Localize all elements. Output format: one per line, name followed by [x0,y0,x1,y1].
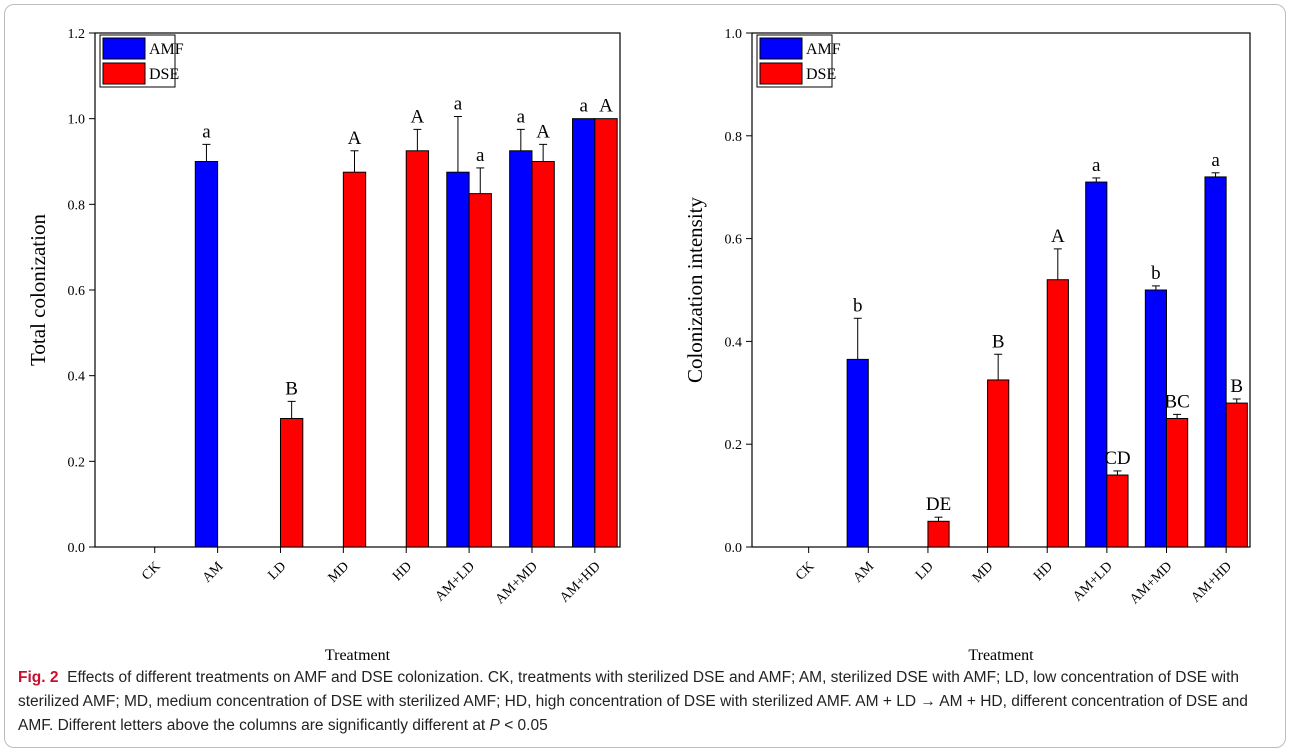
legend-swatch-dse [760,63,802,84]
x-tick-label: AM+HD [557,559,603,605]
bar-amf [510,151,532,547]
bar-dse [928,521,949,547]
significance-letter: b [1151,263,1161,284]
significance-letter: B [285,378,298,399]
y-tick-label: 1.0 [725,27,743,42]
x-tick-label: AM+MD [1127,559,1175,607]
significance-letter: B [1230,376,1243,397]
bar-dse [1107,475,1128,547]
caption-threshold: < 0.05 [500,717,548,734]
y-tick-label: 0.8 [68,198,86,213]
bar-dse [1167,419,1188,548]
bar-dse [343,172,365,547]
y-tick-label: 0.8 [725,130,743,145]
bar-amf [1205,177,1226,547]
x-axis-label: Treatment [325,647,391,660]
legend: AMF DSE [100,35,184,87]
chart-1: 0.0 0.2 0.4 0.6 0.8 1.0 1.2 CK AM LD MD HD AM+LD AM+M… [26,27,620,660]
y-tick-label: 0.6 [68,284,86,299]
bar-amf [847,359,868,547]
x-tick-label: AM+LD [433,559,478,604]
significance-letter: A [411,106,425,127]
bar-amf [447,172,469,547]
caption-label: Fig. 2 [18,669,58,686]
bar-dse [1226,403,1247,547]
significance-letter: A [536,121,550,142]
x-axis-label: Treatment [968,647,1034,660]
significance-letter: a [1092,155,1101,176]
bar-dse [406,151,428,547]
significance-letter: a [476,145,485,166]
bar-amf [573,119,595,547]
significance-letter: a [454,94,463,115]
x-tick-label: AM+MD [493,559,541,607]
x-tick-label: HD [390,559,415,584]
legend-label: DSE [149,66,179,83]
significance-letter: a [202,121,211,142]
y-tick-label: 0.2 [68,455,86,470]
significance-letter: B [992,331,1005,352]
bar-amf [1145,290,1166,547]
significance-letter: b [853,295,863,316]
y-tick-label: 0.6 [725,233,743,248]
chart-2: 0.0 0.2 0.4 0.6 0.8 1.0 CK AM LD MD HD AM+LD AM+MD AM… [683,27,1250,660]
caption-p-symbol: P [490,717,500,734]
x-tick-label: AM [200,559,227,586]
significance-letter: a [517,106,526,127]
bar-dse [469,194,491,547]
y-tick-label: 0.2 [725,438,743,453]
y-tick-label: 0.0 [725,541,743,556]
x-tick-label: AM [851,559,878,586]
y-tick-label: 1.0 [68,113,86,128]
bar-dse [532,162,554,548]
significance-letter: A [1051,226,1065,247]
x-tick-label: HD [1031,559,1056,584]
x-tick-label: AM+HD [1189,559,1235,605]
bar-dse [595,119,617,547]
x-tick-label: LD [265,559,289,583]
y-tick-label: 0.0 [68,541,86,556]
significance-letter: BC [1164,391,1189,412]
x-tick-label: LD [913,559,937,583]
figure-charts: 0.0 0.2 0.4 0.6 0.8 1.0 1.2 CK AM LD MD HD AM+LD AM+M… [0,0,1293,660]
x-tick-label: MD [326,559,353,586]
legend-label: DSE [806,66,836,83]
significance-letter: CD [1104,448,1130,469]
legend: AMF DSE [757,35,841,87]
figure-caption: Fig. 2 Effects of different treatments o… [18,666,1280,738]
x-tick-label: CK [793,559,817,583]
x-tick-label: AM+LD [1070,559,1115,604]
y-tick-label: 0.4 [725,335,743,350]
significance-letter: a [579,96,588,117]
bar-dse [280,419,302,548]
significance-letter: A [348,128,362,149]
y-axis-label: Colonization intensity [683,196,707,383]
y-tick-label: 0.4 [68,370,86,385]
bar-dse [1047,280,1068,547]
legend-swatch-dse [103,63,145,84]
legend-swatch-amf [760,38,802,59]
significance-letter: DE [926,494,951,515]
legend-label: AMF [149,41,184,58]
x-tick-label: MD [970,559,997,586]
significance-letter: a [1211,150,1220,171]
y-tick-label: 1.2 [68,27,86,42]
legend-label: AMF [806,41,841,58]
significance-letter: A [599,96,613,117]
x-tick-label: CK [139,559,163,583]
legend-swatch-amf [103,38,145,59]
y-axis-label: Total colonization [26,214,50,366]
bar-amf [195,162,217,548]
bar-amf [1086,182,1107,547]
bar-dse [988,380,1009,547]
caption-text: Effects of different treatments on AMF a… [18,669,1248,734]
